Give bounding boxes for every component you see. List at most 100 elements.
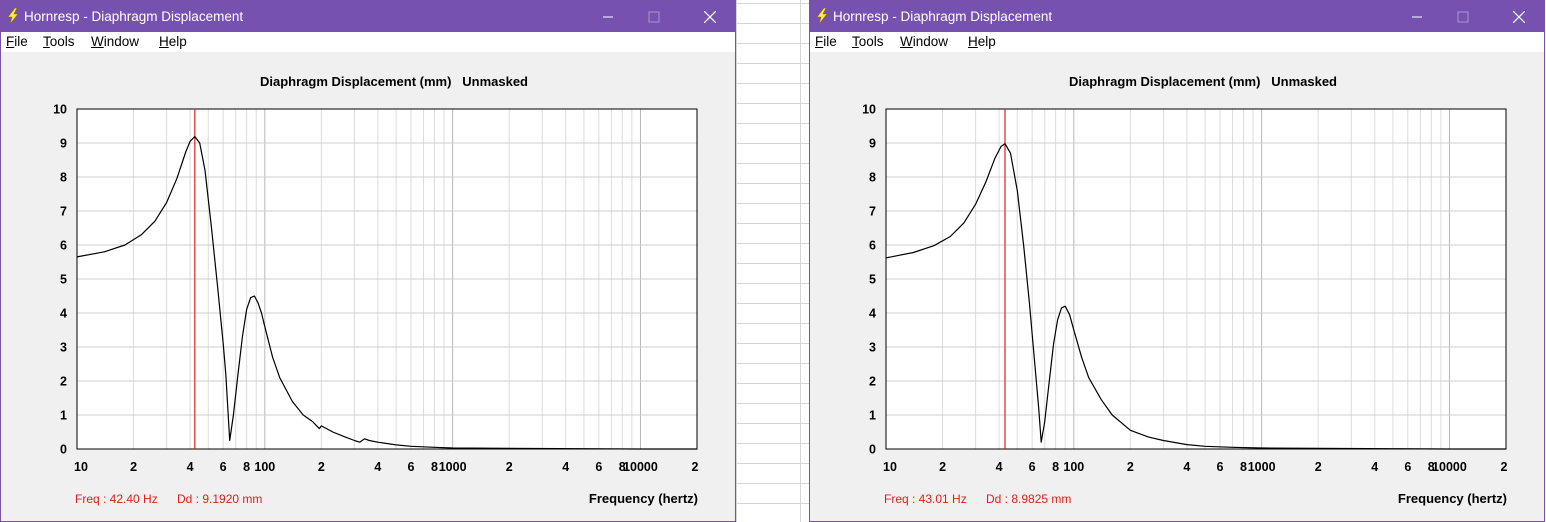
y-tick-label: 8: [60, 171, 67, 185]
x-tick-label: 8: [1428, 460, 1435, 474]
x-tick-label: 6: [1216, 460, 1223, 474]
hornresp-window-right: Hornresp - Diaphragm Displacement File T…: [809, 0, 1545, 522]
y-tick-label: 9: [60, 137, 67, 151]
x-tick-label: 1000: [439, 460, 467, 474]
x-tick-label: 6: [595, 460, 602, 474]
grid: [77, 109, 697, 449]
x-tick-label: 8: [431, 460, 438, 474]
x-tick-label: 2: [939, 460, 946, 474]
x-tick-label: 4: [562, 460, 569, 474]
y-tick-label: 1: [869, 409, 876, 423]
close-button[interactable]: [1496, 1, 1542, 32]
frequency-readout: Freq : 43.01 Hz: [884, 492, 967, 506]
maximize-button[interactable]: [1440, 1, 1486, 32]
x-tick-label: 8: [1052, 460, 1059, 474]
frequency-readout: Freq : 42.40 Hz: [75, 492, 158, 506]
chart-area[interactable]: Diaphragm Displacement (mm) Unmasked 0 1 2 3…: [810, 52, 1544, 521]
x-tick-label: 2: [318, 460, 325, 474]
hornresp-window-left: Hornresp - Diaphragm Displacement File T…: [0, 0, 736, 522]
x-tick-label: 2: [692, 460, 699, 474]
y-tick-label: 4: [60, 307, 67, 321]
minimize-button[interactable]: [1394, 1, 1440, 32]
y-tick-label: 3: [869, 341, 876, 355]
menu-window[interactable]: Window: [91, 34, 140, 49]
menu-window[interactable]: Window: [900, 34, 949, 49]
x-tick-label: 2: [1315, 460, 1322, 474]
x-tick-label: 2: [506, 460, 513, 474]
chart-area[interactable]: Diaphragm Displacement (mm) Unmasked 0 1 2 3…: [1, 52, 735, 521]
x-tick-label: 10: [74, 460, 88, 474]
close-icon: [704, 11, 716, 23]
maximize-button[interactable]: [631, 1, 677, 32]
y-tick-label: 1: [60, 409, 67, 423]
displacement-readout: Dd : 9.1920 mm: [177, 492, 262, 506]
x-tick-label: 8: [243, 460, 250, 474]
x-tick-label: 4: [374, 460, 381, 474]
x-tick-label: 10: [883, 460, 897, 474]
y-tick-label: 0: [869, 443, 876, 457]
x-tick-label: 6: [407, 460, 414, 474]
spreadsheet-background: [736, 0, 810, 522]
y-tick-label: 5: [60, 273, 67, 287]
x-tick-label: 8: [619, 460, 626, 474]
menu-bar: File Tools Window Help: [1, 32, 735, 52]
x-tick-label: 1000: [1248, 460, 1276, 474]
maximize-icon: [648, 11, 660, 23]
menu-help[interactable]: Help: [968, 34, 996, 49]
x-tick-label: 8: [1240, 460, 1247, 474]
menu-help[interactable]: Help: [159, 34, 187, 49]
y-tick-label: 4: [869, 307, 876, 321]
x-tick-label: 2: [1127, 460, 1134, 474]
x-tick-label: 6: [1029, 460, 1036, 474]
x-tick-label: 4: [1183, 460, 1190, 474]
y-tick-label: 2: [60, 375, 67, 389]
y-tick-label: 3: [60, 341, 67, 355]
y-tick-label: 0: [60, 443, 67, 457]
maximize-icon: [1457, 11, 1469, 23]
y-tick-label: 7: [869, 205, 876, 219]
displacement-chart[interactable]: Diaphragm Displacement (mm) Unmasked 0 1 2 3…: [1, 52, 735, 522]
grid: [886, 109, 1506, 449]
window-title: Hornresp - Diaphragm Displacement: [833, 9, 1053, 24]
y-tick-label: 6: [869, 239, 876, 253]
chart-title: Diaphragm Displacement (mm) Unmasked: [1069, 74, 1337, 89]
x-tick-label: 10000: [1432, 460, 1467, 474]
displacement-readout: Dd : 8.9825 mm: [986, 492, 1071, 506]
lightning-bolt-icon: [7, 8, 19, 24]
lightning-bolt-icon: [816, 8, 828, 24]
chart-title: Diaphragm Displacement (mm) Unmasked: [260, 74, 528, 89]
minimize-button[interactable]: [585, 1, 631, 32]
x-axis-label: Frequency (hertz): [589, 491, 698, 506]
x-tick-label: 4: [187, 460, 194, 474]
y-tick-label: 6: [60, 239, 67, 253]
x-tick-label: 6: [220, 460, 227, 474]
y-tick-label: 10: [862, 103, 876, 117]
x-tick-label: 6: [1404, 460, 1411, 474]
y-tick-label: 8: [869, 171, 876, 185]
menu-file[interactable]: File: [6, 34, 28, 49]
close-button[interactable]: [687, 1, 733, 32]
y-tick-label: 5: [869, 273, 876, 287]
menu-tools[interactable]: Tools: [852, 34, 884, 49]
displacement-chart[interactable]: Diaphragm Displacement (mm) Unmasked 0 1 2 3…: [810, 52, 1544, 522]
x-tick-label: 10000: [623, 460, 658, 474]
displacement-curve: [885, 143, 1506, 450]
y-tick-label: 9: [869, 137, 876, 151]
y-tick-label: 10: [53, 103, 67, 117]
x-tick-label: 4: [996, 460, 1003, 474]
title-bar[interactable]: Hornresp - Diaphragm Displacement: [810, 1, 1544, 32]
x-tick-label: 2: [130, 460, 137, 474]
x-axis-label: Frequency (hertz): [1398, 491, 1507, 506]
menu-tools[interactable]: Tools: [43, 34, 75, 49]
x-tick-label: 2: [1501, 460, 1508, 474]
menu-file[interactable]: File: [815, 34, 837, 49]
x-tick-label: 100: [254, 460, 275, 474]
minimize-icon: [1412, 16, 1422, 18]
plot-border: [885, 108, 1507, 450]
displacement-curve: [76, 135, 697, 450]
title-bar[interactable]: Hornresp - Diaphragm Displacement: [1, 1, 735, 32]
x-tick-label: 100: [1063, 460, 1084, 474]
plot-border: [76, 108, 698, 450]
close-icon: [1513, 11, 1525, 23]
x-tick-label: 4: [1371, 460, 1378, 474]
